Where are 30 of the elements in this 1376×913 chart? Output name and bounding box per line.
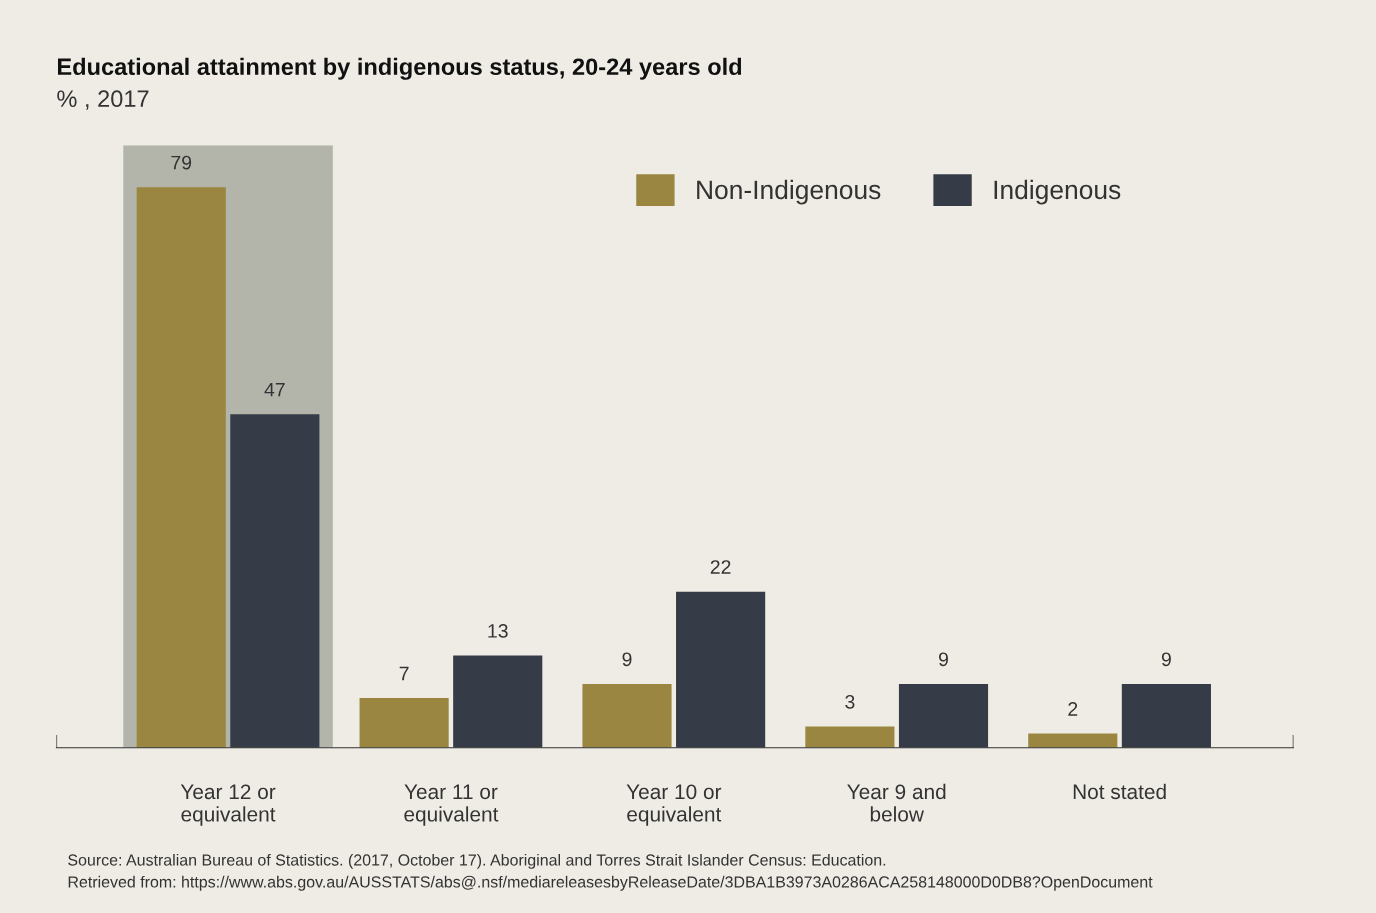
bar (453, 655, 543, 748)
bar (676, 591, 766, 748)
chart-subtitle: % , 2017 (57, 90, 149, 110)
bar (1028, 733, 1118, 748)
text: Retrieved from: https://www.abs.gov.au/AUSSTATS/abs@.nsf/mediareleasesbyReleaseDate/3DBA1B3973A0286ACA258148000D0DB8?OpenDocument (68, 875, 1153, 891)
bar (230, 414, 320, 748)
data-label: 13 (488, 624, 508, 638)
data-label: 47 (264, 382, 285, 397)
x-tick-label: Year 10 or equivalent (626, 784, 722, 826)
legend-label: Non-Indigenous (697, 179, 881, 205)
source-note: Source: Australian Bureau of Statistics. (2017, October 17). Aboriginal and Torres Strait Islander Census: Education. (68, 853, 886, 869)
data-label: 2 (1068, 702, 1078, 716)
x-tick-label: Year 9 and below (847, 783, 946, 822)
x-tick-label: Not stated (1073, 783, 1166, 800)
data-label: 9 (1161, 652, 1171, 667)
chart-title: Educational attainment by indigenous status, 20-24 years old (57, 57, 742, 80)
bar (805, 726, 895, 748)
x-tick-label: Year 11 or equivalent (404, 784, 499, 826)
data-label: 79 (171, 155, 192, 170)
bar (582, 683, 672, 748)
data-label: 9 (939, 652, 948, 667)
bar (898, 683, 989, 748)
x-tick-label: Year 12 or equivalent (180, 784, 276, 826)
bar (1121, 683, 1211, 748)
data-label: 7 (399, 666, 409, 681)
legend-label: Indigenous (994, 179, 1121, 205)
data-label: 9 (622, 652, 632, 667)
data-label: 22 (710, 560, 731, 574)
bar (359, 698, 449, 748)
data-label: 3 (845, 694, 855, 709)
